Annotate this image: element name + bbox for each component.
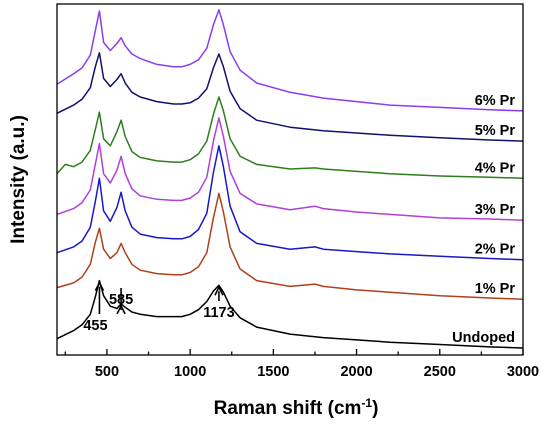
series-label: 1% Pr (475, 281, 516, 297)
series-label: Undoped (452, 330, 515, 346)
series-label: 4% Pr (475, 160, 516, 176)
series-layer (56, 9, 524, 349)
series-line (56, 145, 524, 261)
x-tick-label: 1500 (257, 364, 289, 380)
peak-arrow-head (94, 280, 105, 291)
x-tick-label: 500 (95, 364, 119, 380)
x-axis-title: Raman shift (cm-1) (214, 396, 379, 419)
series-label: 6% Pr (475, 93, 516, 109)
x-tick-label: 1000 (174, 364, 206, 380)
peak-label: 455 (83, 318, 107, 334)
x-axis-title-superscript: -1 (361, 396, 372, 410)
y-axis-title: Intensity (a.u.) (8, 115, 29, 244)
series-line (56, 9, 524, 112)
series-label: 2% Pr (475, 242, 516, 258)
x-axis-title-end: ) (372, 398, 378, 419)
series-line (56, 192, 524, 300)
x-tick-label: 3000 (507, 364, 539, 380)
x-axis-ticks: 500 1000 1500 2000 2500 3000 (64, 349, 539, 380)
x-axis-title-main: Raman shift (cm (214, 398, 362, 419)
series-label: 5% Pr (475, 123, 516, 139)
peak-label: 1173 (203, 305, 234, 321)
peak-label: 585 (109, 292, 133, 308)
plot-frame (56, 3, 524, 356)
series-line (56, 96, 524, 180)
peak-arrow-head (214, 285, 224, 296)
x-tick-label: 2500 (424, 364, 456, 380)
series-label: 3% Pr (475, 202, 516, 218)
series-line (56, 117, 524, 221)
series-line (56, 52, 524, 142)
x-tick-label: 2000 (340, 364, 372, 380)
series-labels: Undoped 1% Pr 2% Pr 3% Pr 4% Pr 5% Pr 6% Pr (452, 93, 515, 346)
peak-arrow-head (116, 304, 126, 315)
